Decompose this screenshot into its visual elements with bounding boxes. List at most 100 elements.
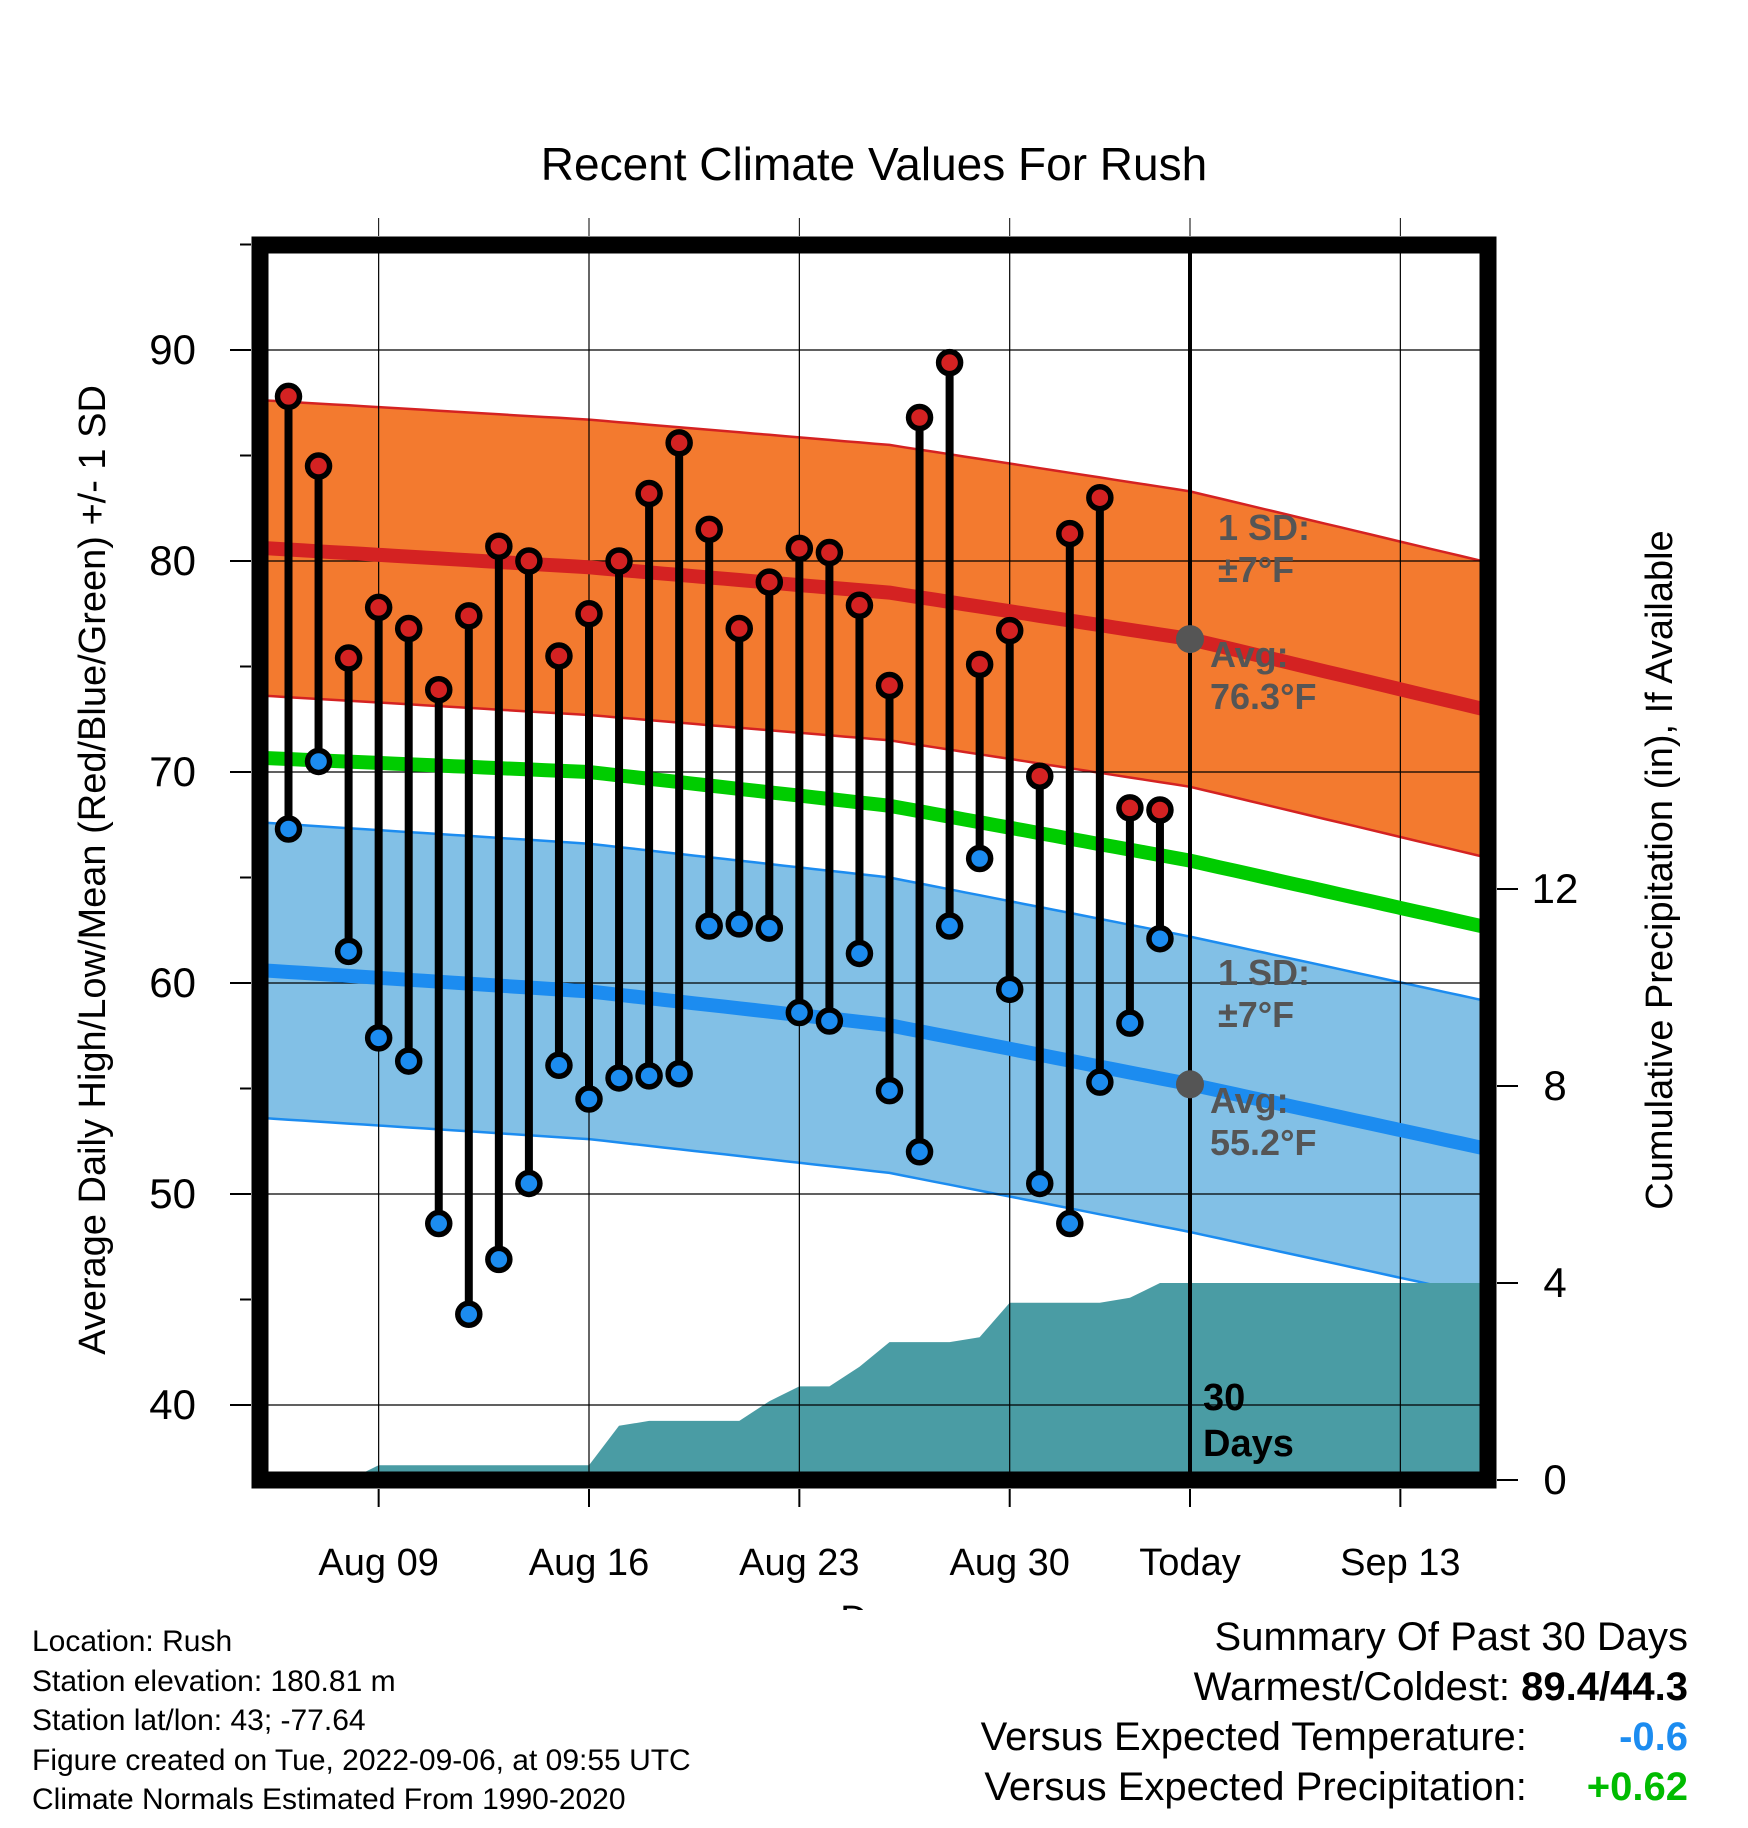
daily-low-point [635,1062,663,1090]
daily-high-point [485,532,513,560]
daily-high-point [875,671,904,700]
temp-row: Versus Expected Temperature: -0.6 [981,1712,1688,1762]
location-text: Location: Rush [32,1625,233,1658]
high-avg-annotation: 76.3°F [1210,676,1316,717]
daily-high-point [1116,794,1144,822]
daily-low-point [364,1024,393,1052]
precip-label: Versus Expected Precipitation: [984,1765,1527,1809]
daily-low-point [485,1245,513,1274]
daily-low-point [965,844,994,873]
daily-high-point [1086,483,1114,512]
x-tick-label: Aug 30 [949,1542,1069,1584]
precip-value: +0.62 [1586,1765,1688,1809]
x-tick-label: Aug 09 [318,1542,438,1584]
precip-area [260,1283,1488,1480]
daily-high-point [274,382,303,411]
chart-title: Recent Climate Values For Rush [541,138,1207,190]
x-tick-label: Today [1139,1542,1240,1584]
x-tick-label: Sep 13 [1340,1542,1460,1584]
daily-high-point [635,479,663,508]
daily-low-point [605,1064,633,1092]
low-avg-annotation: 55.2°F [1210,1122,1316,1163]
daily-high-point [935,348,964,377]
low-avg-line [260,963,1488,1157]
daily-high-point [995,616,1024,645]
daily-low-point [1056,1209,1084,1238]
daily-low-point [815,1007,844,1035]
daily-high-point [1026,762,1054,790]
temp-value: -0.6 [1619,1715,1688,1759]
x-tick-label: Aug 23 [739,1542,859,1584]
daily-low-point [785,998,814,1027]
daily-high-point [334,644,363,672]
high-sd-annotation: ±7°F [1218,549,1294,590]
daily-low-point [1086,1068,1114,1096]
daily-high-point [605,547,633,575]
low-sd-band [260,822,1488,1297]
y2-axis-label: Cumulative Precipitation (in), If Availa… [1639,530,1681,1209]
x-axis-label: Day [840,1599,908,1610]
daily-low-point [935,912,964,940]
daily-high-point [965,650,994,679]
high-avg-line [260,540,1488,718]
y-tick-label: 60 [149,959,196,1006]
y2-tick-label: 4 [1543,1259,1566,1306]
low-sd-annotation: ±7°F [1218,994,1294,1035]
daily-high-point [545,642,573,670]
climate-chart: Recent Climate Values For Rush 1 SD:±7°F… [72,138,1681,1610]
elevation-text: Station elevation: 180.81 m [32,1664,396,1698]
temp-label: Versus Expected Temperature: [980,1715,1527,1759]
normals-text: Climate Normals Estimated From 1990-2020 [32,1783,626,1816]
y2-tick-label: 12 [1532,865,1579,912]
daily-low-point [665,1059,693,1088]
high-avg-annotation: Avg: [1210,634,1289,675]
daily-high-point [815,538,844,567]
low-sd-lower-edge [260,1116,1488,1299]
daily-high-point [905,403,934,432]
daily-high-point [725,614,753,643]
daily-high-point [785,534,814,563]
mean-line [260,750,1488,935]
warm-cold-value: 89.4/44.3 [1521,1665,1688,1709]
warm-cold-label: Warmest/Coldest: [1193,1665,1511,1709]
daily-high-point [1056,519,1084,548]
daily-high-point [304,452,333,480]
daily-high-point [1146,796,1174,824]
daily-low-point [995,975,1024,1004]
daily-low-point [1116,1009,1144,1037]
daily-high-point [425,675,453,704]
y-tick-label: 90 [149,326,196,373]
daily-low-point [304,747,333,776]
daily-high-point [575,600,603,628]
low-sd-upper-edge [260,821,1488,1003]
low-sd-annotation: 1 SD: [1218,952,1310,993]
station-info: Location: Rush Station elevation: 180.81… [32,1622,691,1820]
daily-high-point [845,591,874,620]
summary-panel: Summary Of Past 30 Days Warmest/Coldest:… [981,1612,1688,1812]
warm-cold-row: Warmest/Coldest: 89.4/44.3 [981,1662,1688,1712]
today-days-label: 30 [1203,1377,1245,1419]
daily-low-point [545,1051,573,1080]
summary-title: Summary Of Past 30 Days [1214,1615,1688,1659]
latlon-text: Station lat/lon: 43; -77.64 [32,1704,366,1737]
daily-low-point [394,1047,423,1075]
daily-high-point [455,602,483,630]
daily-low-point [425,1209,453,1238]
plot-frame [251,236,1497,1489]
daily-high-point [394,614,423,643]
daily-high-point [665,429,693,457]
daily-low-point [334,937,363,966]
daily-high-point [515,547,543,575]
daily-low-point [1146,924,1174,953]
daily-low-point [575,1085,603,1113]
daily-low-point [755,914,784,942]
daily-low-point [1026,1169,1054,1198]
created-text: Figure created on Tue, 2022-09-06, at 09… [32,1743,691,1777]
today-high-avg-marker [1176,625,1204,654]
daily-low-point [695,912,723,940]
daily-high-point [755,568,784,596]
daily-low-point [455,1300,483,1329]
daily-low-point [274,815,303,843]
